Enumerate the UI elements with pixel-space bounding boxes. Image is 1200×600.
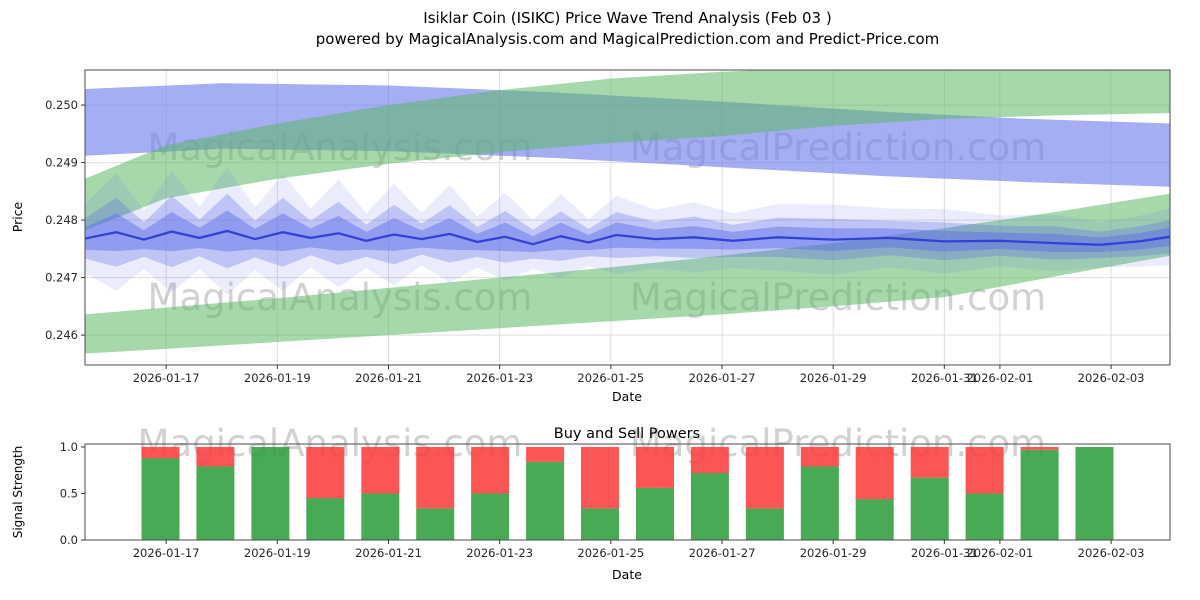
buy-power-bar — [965, 493, 1004, 540]
lower-green-trend-band — [85, 193, 1170, 354]
bar-chart-title: Buy and Sell Powers — [554, 426, 700, 442]
sell-power-bar — [855, 447, 894, 500]
buy-power-bar — [745, 508, 784, 540]
x-axis-label: Date — [612, 567, 642, 582]
buy-power-bar — [471, 493, 510, 540]
price-wave-halo — [85, 167, 1170, 295]
x-tick-label: 2026-02-01 — [966, 371, 1033, 385]
plot-border-signal — [84, 443, 1171, 541]
price-wave-halo — [85, 210, 1170, 253]
sell-power-bar — [471, 447, 510, 494]
x-tick-label: 2026-01-21 — [355, 546, 422, 560]
x-tick-label: 2026-01-25 — [577, 371, 644, 385]
price-trend-bands — [85, 70, 1170, 354]
sell-power-bar — [526, 447, 565, 462]
buy-power-bar — [1020, 449, 1059, 540]
buy-power-bar — [141, 458, 180, 540]
x-tick-label: 2026-01-17 — [133, 546, 200, 560]
upper-green-trend-band — [85, 70, 1170, 231]
x-tick-label: 2026-01-29 — [800, 546, 867, 560]
buy-power-bar — [800, 466, 839, 540]
sell-power-bar — [1020, 447, 1059, 450]
x-tick-label: 2026-02-03 — [1078, 546, 1145, 560]
sell-power-bar — [141, 447, 180, 459]
sell-power-bar — [910, 447, 949, 478]
y-tick-label: 0.249 — [45, 156, 78, 170]
y-axis-label: Price — [10, 201, 25, 232]
sell-power-bar — [965, 447, 1004, 494]
x-tick-label: 2026-01-21 — [355, 371, 422, 385]
y-axis-label: Signal Strength — [11, 446, 25, 539]
y-tick-label: 0.247 — [45, 271, 78, 285]
buy-power-bar — [361, 493, 400, 540]
x-tick-label: 2026-01-23 — [466, 371, 533, 385]
x-tick-label: 2026-01-31 — [911, 546, 978, 560]
sell-power-bar — [690, 447, 729, 473]
y-tick-label: 0.5 — [60, 486, 78, 500]
buy-power-bar — [910, 477, 949, 540]
sell-power-bar — [361, 447, 400, 494]
figure-title: Isiklar Coin (ISIKC) Price Wave Trend An… — [85, 8, 1170, 50]
y-tick-label: 1.0 — [60, 440, 78, 454]
buy-power-bar — [690, 473, 729, 540]
price-wave-halo — [85, 193, 1170, 269]
buy-power-bar — [855, 499, 894, 540]
x-tick-label: 2026-01-29 — [800, 371, 867, 385]
x-tick-label: 2026-01-17 — [133, 371, 200, 385]
plot-border-price — [84, 69, 1171, 366]
buy-power-bar — [636, 487, 674, 540]
y-tick-label: 0.248 — [45, 213, 78, 227]
x-tick-label: 2026-02-01 — [966, 546, 1033, 560]
x-axis-label: Date — [612, 389, 642, 404]
x-tick-label: 2026-01-25 — [577, 546, 644, 560]
figure-title-line2: powered by MagicalAnalysis.com and Magic… — [315, 30, 940, 48]
x-tick-label: 2026-01-19 — [244, 546, 311, 560]
figure-title-line1: Isiklar Coin (ISIKC) Price Wave Trend An… — [423, 9, 832, 27]
sell-power-bar — [581, 447, 619, 509]
x-tick-label: 2026-01-27 — [689, 546, 756, 560]
sell-power-bar — [800, 447, 839, 467]
buy-power-bar — [196, 466, 235, 540]
sell-power-bar — [196, 447, 235, 467]
buy-power-bar — [416, 508, 455, 540]
x-tick-label: 2026-01-27 — [689, 371, 756, 385]
x-tick-label: 2026-01-19 — [244, 371, 311, 385]
sell-power-bar — [745, 447, 784, 509]
y-tick-label: 0.246 — [45, 328, 78, 342]
x-tick-label: 2026-02-03 — [1078, 371, 1145, 385]
y-tick-label: 0.0 — [60, 533, 78, 547]
buy-power-bar — [581, 508, 619, 540]
buy-power-bar — [306, 498, 345, 540]
buy-power-bar — [526, 461, 565, 540]
x-tick-label: 2026-01-31 — [911, 371, 978, 385]
sell-power-bar — [416, 447, 455, 509]
buy-power-bar — [1075, 447, 1114, 540]
buy-power-bar — [251, 447, 290, 540]
x-tick-label: 2026-01-23 — [466, 546, 533, 560]
y-tick-label: 0.250 — [45, 98, 78, 112]
sell-power-bar — [306, 447, 345, 499]
sell-power-bar — [636, 447, 674, 488]
price-wave-line — [85, 229, 1170, 246]
